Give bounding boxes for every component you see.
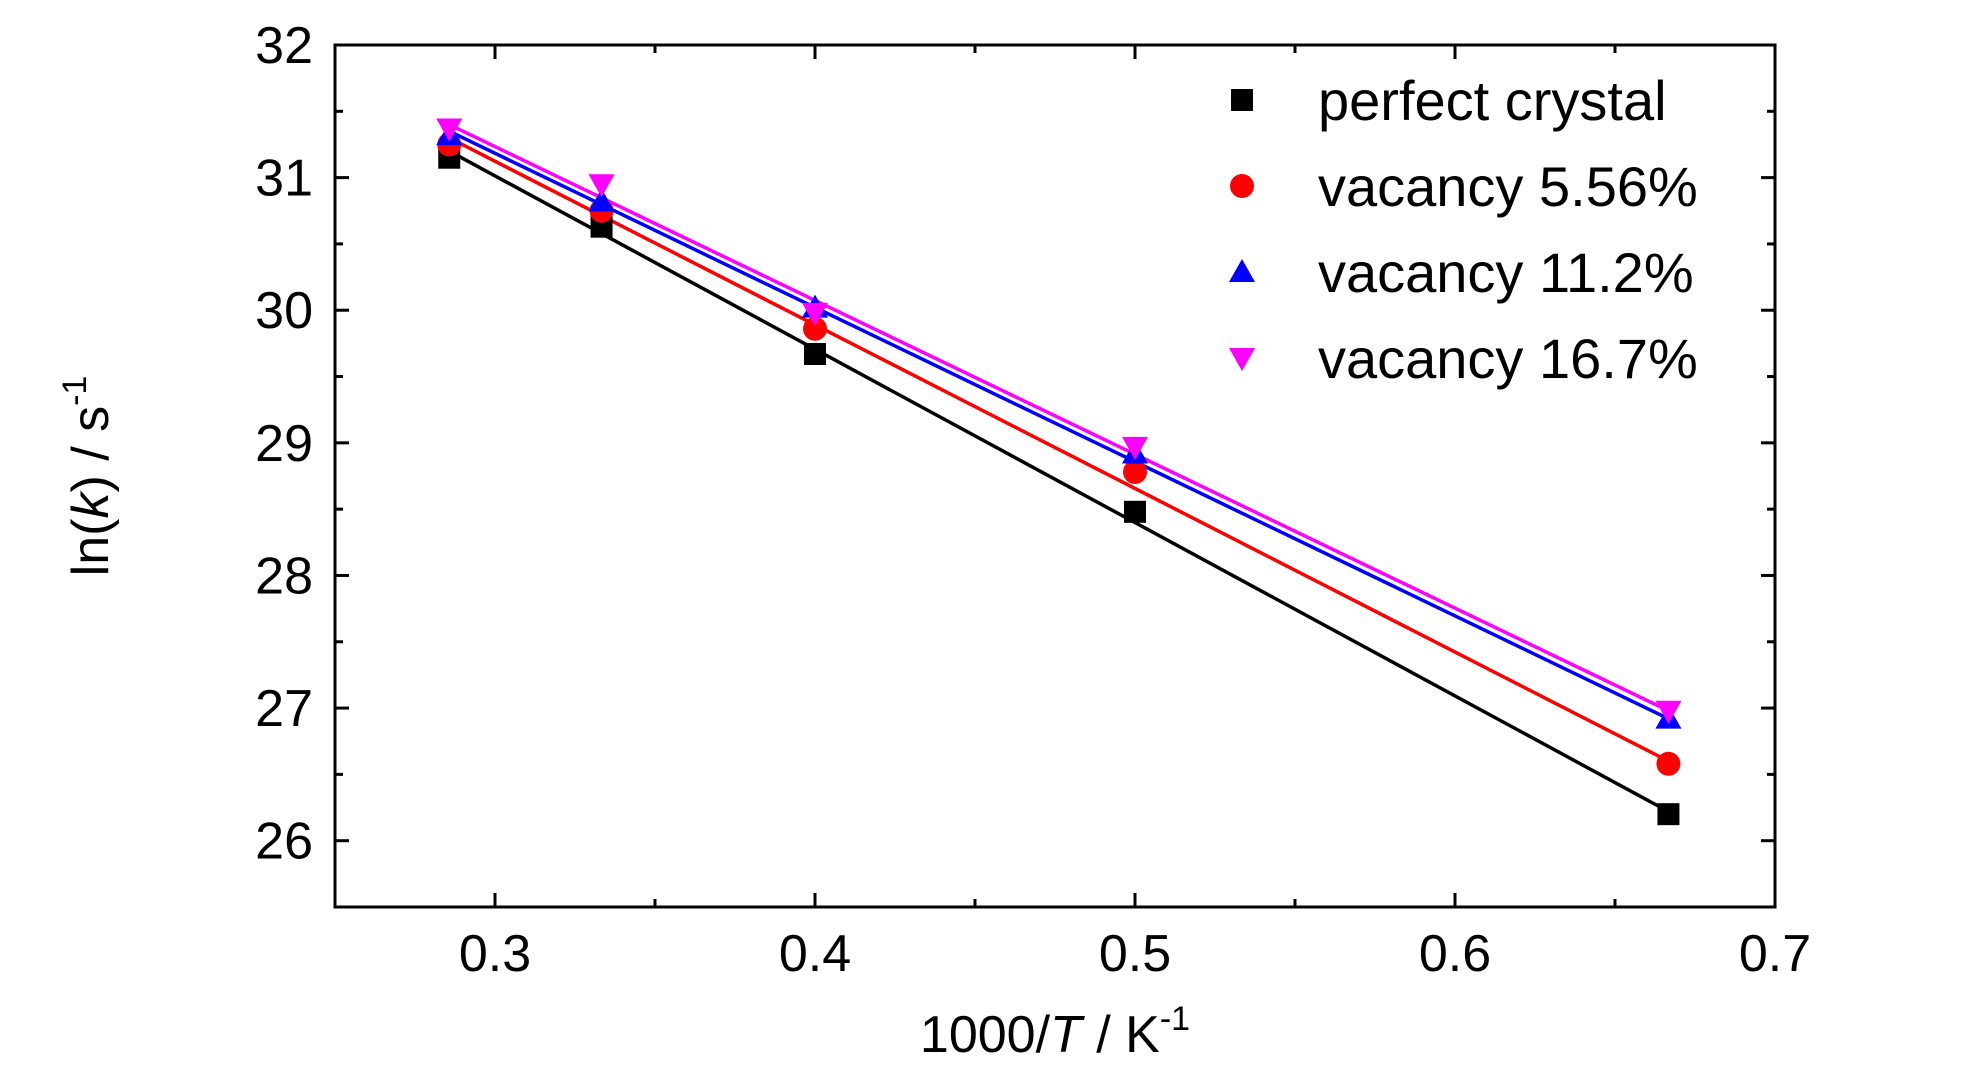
data-point-s2-3 — [803, 316, 827, 341]
fit-line-1 — [448, 149, 1670, 814]
x-axis-label: 1000/T / K-1 — [920, 1000, 1190, 1062]
data-point-s4-5 — [1655, 700, 1682, 724]
data-point-s2-4 — [1123, 460, 1147, 485]
x-tick-label: 0.6 — [1419, 925, 1491, 983]
data-point-s2-5 — [1656, 751, 1681, 776]
data-point-s4-1 — [436, 118, 463, 142]
legend-marker-4 — [1229, 348, 1255, 371]
y-tick-label: 26 — [255, 813, 313, 871]
y-axis-label: ln(k) / s-1 — [56, 376, 120, 577]
y-tick-label: 32 — [255, 17, 313, 75]
data-point-s4-3 — [802, 302, 828, 326]
data-point-s1-3 — [804, 342, 826, 365]
fit-line-4 — [448, 122, 1670, 713]
data-point-s4-4 — [1122, 436, 1148, 460]
x-tick-label: 0.4 — [779, 925, 851, 983]
legend-label-2: vacancy 5.56% — [1318, 155, 1698, 218]
legend-marker-2 — [1230, 174, 1254, 198]
data-point-s1-4 — [1124, 500, 1146, 523]
x-tick-label: 0.3 — [459, 925, 531, 983]
legend-marker-3 — [1229, 259, 1255, 282]
y-tick-labels: 26 27 28 29 30 31 32 — [255, 17, 313, 871]
legend-label-4: vacancy 16.7% — [1318, 327, 1698, 390]
data-point-s4-2 — [588, 174, 615, 198]
legend-label-1: perfect crystal — [1318, 69, 1667, 132]
data-point-s1-5 — [1657, 803, 1680, 826]
legend-label-3: vacancy 11.2% — [1318, 241, 1694, 304]
y-tick-label: 30 — [255, 282, 313, 340]
legend: perfect crystal vacancy 5.56% vacancy 11.2… — [1229, 69, 1698, 390]
legend-marker-1 — [1231, 89, 1253, 111]
data-markers — [436, 118, 1682, 826]
plot-frame — [333, 43, 1777, 909]
x-tick-label: 0.7 — [1739, 925, 1811, 983]
y-tick-label: 27 — [255, 680, 313, 738]
x-tick-label: 0.5 — [1099, 925, 1171, 983]
data-point-s3-2 — [588, 188, 615, 212]
fit-lines — [448, 122, 1670, 814]
fit-line-3 — [448, 129, 1670, 721]
y-tick-label: 29 — [255, 415, 313, 473]
y-tick-label: 28 — [255, 547, 313, 605]
fit-line-2 — [448, 136, 1670, 763]
x-tick-labels: 0.3 0.4 0.5 0.6 0.7 — [459, 925, 1811, 983]
axis-ticks — [333, 43, 1777, 909]
y-tick-label: 31 — [255, 150, 313, 208]
